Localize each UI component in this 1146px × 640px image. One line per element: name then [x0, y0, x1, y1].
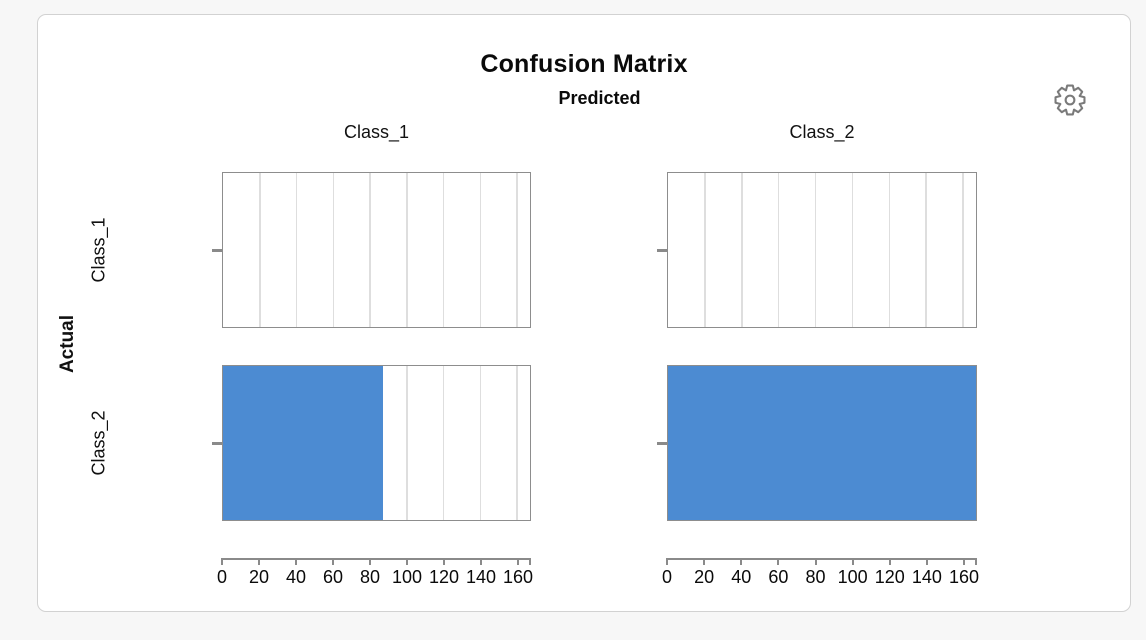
x-tick-label: 80	[805, 567, 826, 587]
x-tick-label: 40	[731, 567, 752, 587]
panel-actual-Class_1-pred-Class_1	[222, 172, 531, 328]
x-tick-label: 100	[837, 567, 868, 587]
gridline	[516, 366, 518, 520]
x-axis-tick	[332, 558, 335, 565]
x-tick-label: 140	[466, 567, 497, 587]
x-tick-label: 140	[911, 567, 942, 587]
x-axis-tick	[963, 558, 965, 565]
bar	[223, 366, 383, 520]
gear-icon	[1054, 84, 1086, 116]
panel-actual-Class_2-pred-Class_2	[667, 365, 977, 521]
x-tick-label: 0	[216, 567, 228, 587]
x-axis-tick	[480, 558, 483, 565]
gridline	[442, 173, 445, 327]
col-header-class-1: Class_1	[343, 122, 410, 142]
y-axis-tick	[212, 249, 222, 252]
gridline	[406, 366, 408, 520]
x-tick-label: 60	[323, 567, 344, 587]
x-axis-end-cap	[529, 558, 531, 565]
x-axis-tick	[925, 558, 928, 565]
predicted-axis-title: Predicted	[558, 88, 641, 108]
gridline	[704, 173, 706, 327]
y-axis-tick	[657, 249, 667, 252]
row-label-class-1: Class_1	[88, 217, 109, 283]
gridline	[888, 173, 891, 327]
y-axis-tick	[657, 442, 667, 445]
x-axis-tick	[851, 558, 854, 565]
x-tick-label: 40	[285, 567, 307, 587]
gridline	[442, 366, 445, 520]
x-tick-label: 160	[948, 567, 980, 587]
x-axis-tick	[814, 558, 817, 565]
gridline	[406, 173, 408, 327]
x-axis-tick	[666, 558, 668, 565]
gridline	[479, 173, 482, 327]
chart-title: Confusion Matrix	[480, 50, 688, 78]
gridline	[479, 366, 482, 520]
x-axis-tick	[703, 558, 706, 565]
x-tick-label: 80	[360, 567, 381, 587]
row-label-class-2: Class_2	[88, 410, 109, 476]
x-tick-label: 120	[874, 567, 905, 587]
gridline	[851, 173, 854, 327]
x-axis-tick	[777, 558, 780, 565]
y-axis-tick	[212, 442, 222, 445]
x-axis-tick	[517, 558, 520, 565]
x-axis-line	[222, 558, 531, 560]
col-header-class-2: Class_2	[789, 122, 855, 142]
x-tick-label: 100	[391, 567, 423, 587]
bar	[668, 366, 976, 520]
gridline	[295, 173, 298, 327]
x-axis-tick	[295, 558, 297, 565]
x-axis-tick	[443, 558, 446, 565]
gridline	[741, 173, 743, 327]
panel-actual-Class_2-pred-Class_1	[222, 365, 531, 521]
x-axis-end-cap	[975, 558, 977, 565]
x-axis-tick	[740, 558, 743, 565]
gridline	[332, 173, 335, 327]
x-axis-tick	[369, 558, 372, 565]
x-axis-tick	[406, 558, 409, 565]
x-tick-label: 60	[768, 567, 789, 587]
x-axis-tick	[221, 558, 223, 565]
gridline	[814, 173, 817, 327]
panel-actual-Class_1-pred-Class_2	[667, 172, 977, 328]
gridline	[259, 173, 261, 327]
gridline	[777, 173, 780, 327]
gridline	[369, 173, 371, 327]
x-tick-label: 20	[248, 567, 270, 587]
gridline	[962, 173, 964, 327]
x-axis-line	[667, 558, 977, 560]
x-tick-label: 120	[429, 567, 460, 587]
gridline	[516, 173, 518, 327]
gridline	[925, 173, 927, 327]
x-axis-tick	[888, 558, 891, 565]
x-tick-label: 0	[661, 567, 673, 587]
x-tick-label: 20	[694, 567, 715, 587]
x-axis-tick	[258, 558, 260, 565]
actual-axis-title: Actual	[57, 314, 78, 374]
x-tick-label: 160	[503, 567, 534, 587]
settings-button[interactable]	[1050, 81, 1090, 121]
